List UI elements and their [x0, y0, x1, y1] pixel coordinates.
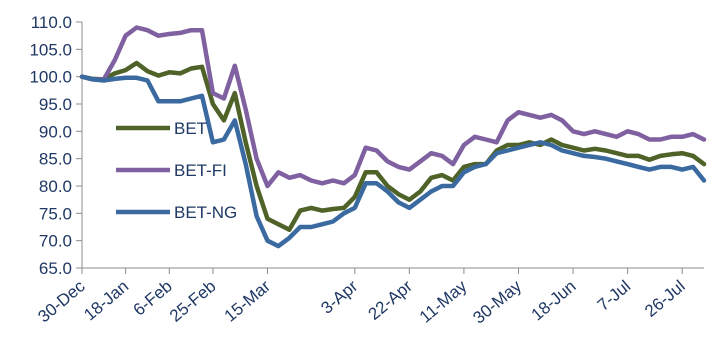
x-tick-label: 3-Apr [317, 276, 361, 317]
series-line-bet-fi [79, 25, 707, 189]
y-tick-label: 110.0 [31, 13, 72, 32]
series-line-bet [79, 60, 707, 232]
y-tick-label: 70.0 [39, 232, 72, 251]
legend-entry: BET-FI [116, 161, 227, 180]
y-axis: 65.0 70.0 75.0 80.0 85.0 90.0 95.0 100.0 105.0 11… [29, 13, 83, 278]
x-tick-label: 22-Apr [365, 276, 417, 324]
x-tick-label: 15-Mar [221, 276, 275, 325]
legend-label: BET-NG [174, 203, 237, 222]
series-line-bet-ng [79, 74, 707, 249]
x-tick-label: 25-Feb [166, 277, 219, 326]
y-tick-label: 95.0 [39, 95, 72, 114]
x-tick-label: 30-Dec [34, 276, 89, 326]
x-tick-label: 7-Jul [594, 277, 634, 315]
x-tick-label: 18-Jun [528, 277, 580, 325]
legend-label: BET [174, 119, 207, 138]
x-tick-label: 18-Jan [80, 277, 132, 325]
y-tick-label: 65.0 [39, 259, 72, 278]
x-tick-label: 26-Jul [641, 277, 689, 321]
series-layer [79, 25, 707, 249]
legend: BET BET-FI BET-NG [116, 119, 237, 222]
y-tick-label: 100.0 [29, 68, 72, 87]
y-tick-label: 90.0 [39, 122, 72, 141]
y-tick-label: 80.0 [39, 177, 72, 196]
y-tick-label: 85.0 [39, 150, 72, 169]
y-tick-label: 75.0 [39, 204, 72, 223]
legend-entry: BET-NG [116, 203, 237, 222]
legend-entry: BET [116, 119, 207, 138]
x-tick-label: 30-May [469, 276, 525, 327]
legend-label: BET-FI [174, 161, 227, 180]
y-tick-label: 105.0 [29, 40, 72, 59]
x-tick-label: 11-May [416, 276, 471, 327]
